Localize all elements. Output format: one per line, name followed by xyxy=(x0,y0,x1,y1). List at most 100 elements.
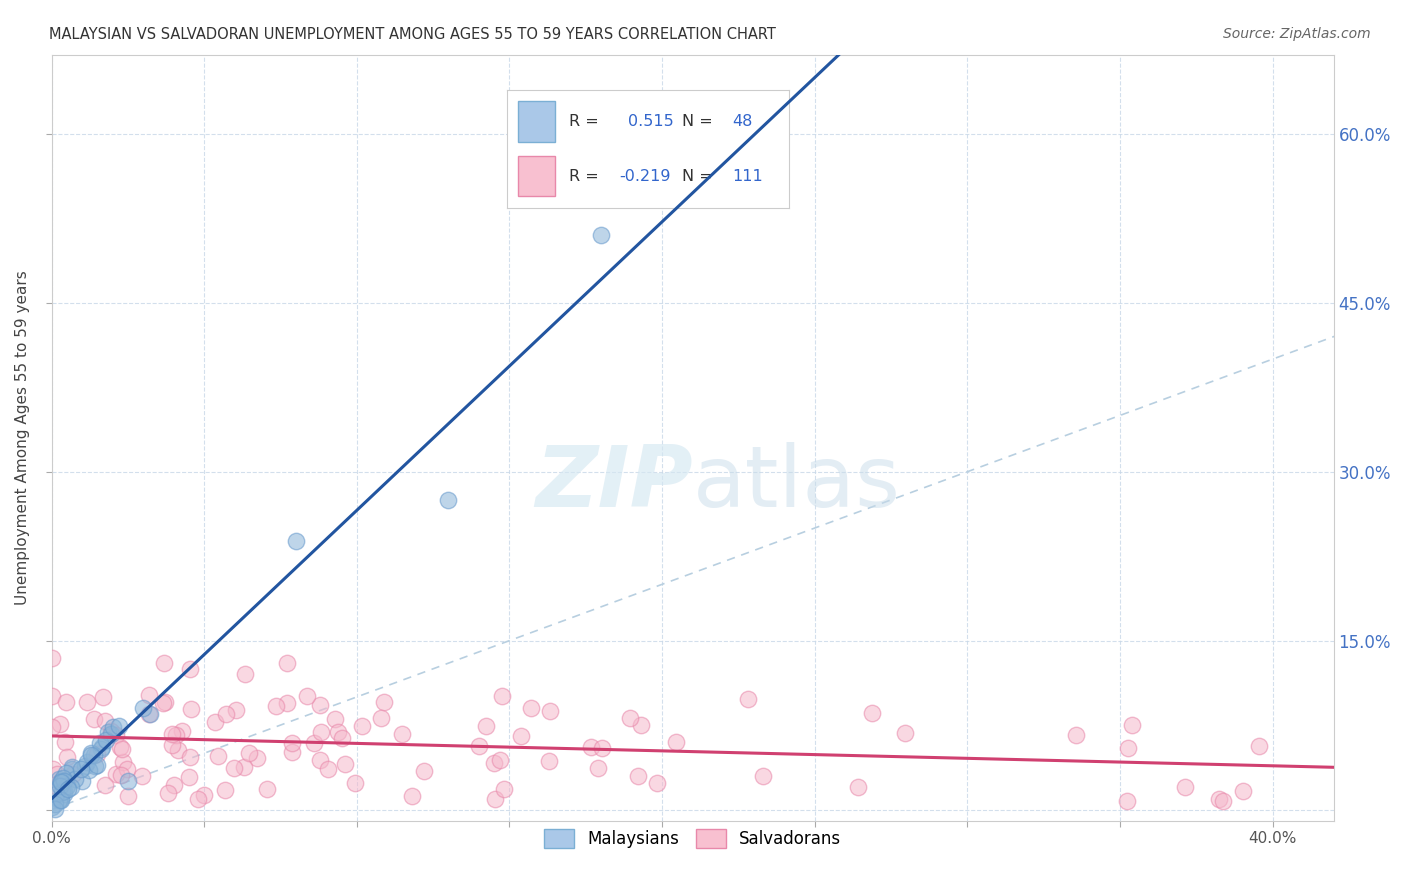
Text: Source: ZipAtlas.com: Source: ZipAtlas.com xyxy=(1223,27,1371,41)
Point xyxy=(179,662,201,676)
Point xyxy=(413,764,436,778)
Point xyxy=(330,731,353,745)
Point xyxy=(101,720,124,734)
Point xyxy=(91,690,114,704)
Point xyxy=(162,778,184,792)
Point xyxy=(100,726,122,740)
Point xyxy=(475,718,498,732)
Point xyxy=(187,792,209,806)
Point xyxy=(894,725,917,739)
Point xyxy=(44,802,66,816)
Point xyxy=(60,762,83,776)
Point xyxy=(153,656,176,670)
Point xyxy=(63,772,86,786)
Point xyxy=(138,706,160,721)
Point xyxy=(138,689,160,703)
Point xyxy=(56,749,79,764)
Point xyxy=(204,715,226,730)
Point xyxy=(48,772,70,787)
Point xyxy=(80,748,103,763)
Point xyxy=(588,760,610,774)
Point xyxy=(391,727,413,741)
Point xyxy=(238,746,260,760)
Point xyxy=(492,782,515,797)
Point xyxy=(48,793,70,807)
Point xyxy=(626,769,648,783)
Point xyxy=(83,747,105,762)
Point xyxy=(76,756,98,770)
Point xyxy=(484,792,506,806)
Point xyxy=(177,770,200,784)
Point xyxy=(51,773,73,788)
Point xyxy=(110,768,132,782)
Point xyxy=(152,696,174,710)
Point xyxy=(96,732,118,747)
Text: MALAYSIAN VS SALVADORAN UNEMPLOYMENT AMONG AGES 55 TO 59 YEARS CORRELATION CHART: MALAYSIAN VS SALVADORAN UNEMPLOYMENT AMO… xyxy=(49,27,776,42)
Point xyxy=(60,759,83,773)
Point xyxy=(1115,794,1137,808)
Point xyxy=(41,720,63,734)
Point xyxy=(281,736,304,750)
Point xyxy=(233,667,256,681)
Point xyxy=(167,743,190,757)
Point xyxy=(233,760,256,774)
Point xyxy=(41,689,63,703)
Point xyxy=(318,762,340,776)
Point xyxy=(83,712,105,726)
Point xyxy=(1212,794,1234,808)
Point xyxy=(309,725,332,739)
Point xyxy=(44,797,66,811)
Point xyxy=(860,706,883,720)
Point xyxy=(48,717,70,731)
Point xyxy=(132,701,155,715)
Text: ZIP: ZIP xyxy=(534,442,693,525)
Point xyxy=(153,695,176,709)
Point xyxy=(510,730,533,744)
Point xyxy=(51,793,73,807)
Point xyxy=(284,534,307,549)
Point xyxy=(1116,741,1139,756)
Point xyxy=(302,735,325,749)
Point xyxy=(160,727,183,741)
Point xyxy=(619,711,641,725)
Point xyxy=(117,762,139,776)
Point xyxy=(264,698,287,713)
Point xyxy=(246,751,269,765)
Point xyxy=(107,719,129,733)
Point xyxy=(96,725,118,739)
Point xyxy=(846,780,869,795)
Point xyxy=(131,769,153,783)
Point xyxy=(370,711,392,725)
Point xyxy=(281,745,304,759)
Point xyxy=(90,742,112,756)
Point xyxy=(468,739,491,753)
Point xyxy=(110,739,132,754)
Point xyxy=(1247,739,1270,753)
Legend: Malaysians, Salvadorans: Malaysians, Salvadorans xyxy=(537,822,848,855)
Point xyxy=(76,695,98,709)
Point xyxy=(62,767,84,781)
Point xyxy=(308,698,330,713)
Point xyxy=(295,689,318,703)
Point xyxy=(170,723,193,738)
Point xyxy=(276,656,298,670)
Point xyxy=(401,789,423,803)
Point xyxy=(165,728,187,742)
Point xyxy=(323,712,346,726)
Point xyxy=(55,695,77,709)
Point xyxy=(90,739,112,754)
Point xyxy=(214,782,236,797)
Point xyxy=(117,774,139,789)
Point xyxy=(352,719,374,733)
Point xyxy=(104,727,127,741)
Point xyxy=(335,757,357,772)
Point xyxy=(49,776,72,790)
Point xyxy=(59,780,82,795)
Point xyxy=(55,766,77,780)
Point xyxy=(51,771,73,785)
Point xyxy=(79,764,101,778)
Point xyxy=(42,778,65,792)
Point xyxy=(44,787,66,801)
Point xyxy=(589,228,612,243)
Point xyxy=(343,775,366,789)
